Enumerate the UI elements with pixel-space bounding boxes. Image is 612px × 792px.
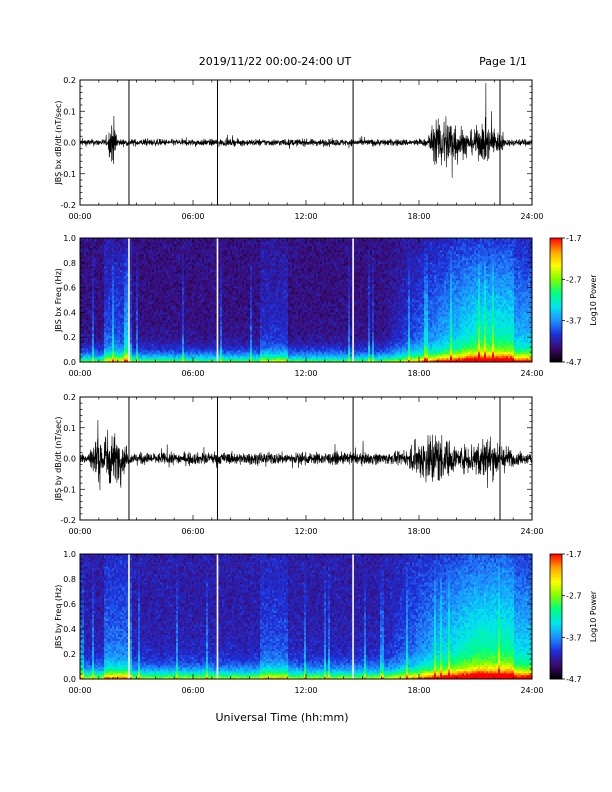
y-tick-label: 0.1 [63, 424, 76, 433]
colorbar-tick-label: -1.7 [566, 234, 582, 243]
figure-title: 2019/11/22 00:00-24:00 UT [199, 55, 352, 68]
y-tick-label: 0.8 [63, 259, 76, 268]
x-tick-label: 18:00 [407, 212, 430, 221]
x-tick-label: 00:00 [68, 527, 91, 536]
y-tick-label: 0.2 [63, 76, 76, 85]
y-tick-label: 0.8 [63, 575, 76, 584]
colorbar: -1.7 -2.7 -3.7 -4.7 Log10 Power [550, 234, 598, 367]
y-axis-label: JBS bx dB/dt (nT/sec) [54, 100, 63, 185]
y-tick-label: 0.4 [63, 308, 76, 317]
y-tick-label: 0.0 [63, 455, 76, 464]
x-tick-label: 18:00 [407, 527, 430, 536]
colorbar-tick-label: -3.7 [566, 317, 582, 326]
x-tick-label: 06:00 [181, 369, 204, 378]
y-tick-label: 1.0 [63, 550, 76, 559]
y-tick-label: 0.2 [63, 650, 76, 659]
colorbar-label: Log10 Power [589, 274, 598, 326]
y-tick-label: 0.0 [63, 675, 76, 684]
x-tick-label: 06:00 [181, 686, 204, 695]
x-tick-label: 24:00 [520, 212, 543, 221]
series-line [80, 420, 532, 490]
y-axis-label: JBS bx Freq (Hz) [54, 268, 63, 333]
colorbar-tick-label: -4.7 [566, 675, 582, 684]
x-tick-label: 12:00 [294, 686, 317, 695]
series-line [80, 83, 532, 178]
colorbar-label: Log10 Power [589, 590, 598, 642]
y-tick-label: 0.4 [63, 625, 76, 634]
colorbar-tick-label: -3.7 [566, 633, 582, 642]
y-axis-label: JBS by dB/dt (nT/sec) [54, 416, 63, 501]
x-tick-label: 18:00 [407, 369, 430, 378]
y-tick-label: 0.1 [63, 107, 76, 116]
x-tick-label: 24:00 [520, 686, 543, 695]
x-tick-label: 00:00 [68, 212, 91, 221]
y-tick-label: 0.2 [63, 393, 76, 402]
x-tick-label: 12:00 [294, 212, 317, 221]
heatmap-cells [80, 554, 532, 679]
figure: 2019/11/22 00:00-24:00 UT Page 1/1 Unive… [0, 0, 612, 792]
colorbar-tick-label: -4.7 [566, 358, 582, 367]
x-tick-label: 00:00 [68, 369, 91, 378]
y-tick-label: 1.0 [63, 234, 76, 243]
x-axis-label: Universal Time (hh:mm) [216, 711, 349, 724]
colorbar-tick-label: -2.7 [566, 592, 582, 601]
colorbar-tick-label: -1.7 [566, 550, 582, 559]
y-tick-label: -0.2 [60, 201, 76, 210]
y-tick-label: 0.2 [63, 333, 76, 342]
page-indicator: Page 1/1 [479, 55, 527, 68]
x-tick-label: 18:00 [407, 686, 430, 695]
y-tick-label: 0.0 [63, 139, 76, 148]
x-tick-label: 24:00 [520, 527, 543, 536]
y-tick-label: 0.6 [63, 600, 76, 609]
y-tick-label: 0.6 [63, 284, 76, 293]
y-tick-label: -0.2 [60, 516, 76, 525]
x-tick-label: 12:00 [294, 369, 317, 378]
colorbar: -1.7 -2.7 -3.7 -4.7 Log10 Power [550, 550, 598, 684]
x-tick-label: 00:00 [68, 686, 91, 695]
x-tick-label: 06:00 [181, 527, 204, 536]
y-axis-label: JBS by Freq (Hz) [54, 585, 63, 650]
heatmap-cells [80, 238, 532, 362]
colorbar-tick-label: -2.7 [566, 275, 582, 284]
y-tick-label: 0.0 [63, 358, 76, 367]
x-tick-label: 06:00 [181, 212, 204, 221]
panel-4: -1.7 -2.7 -3.7 -4.7 Log10 Power 1.0 0.8 0.6 0.4 0… [54, 550, 598, 695]
panel-2: -1.7 -2.7 -3.7 -4.7 Log10 Power 1.0 0.8 0.6 0.4 0… [54, 234, 598, 378]
x-tick-label: 12:00 [294, 527, 317, 536]
x-tick-label: 24:00 [520, 369, 543, 378]
